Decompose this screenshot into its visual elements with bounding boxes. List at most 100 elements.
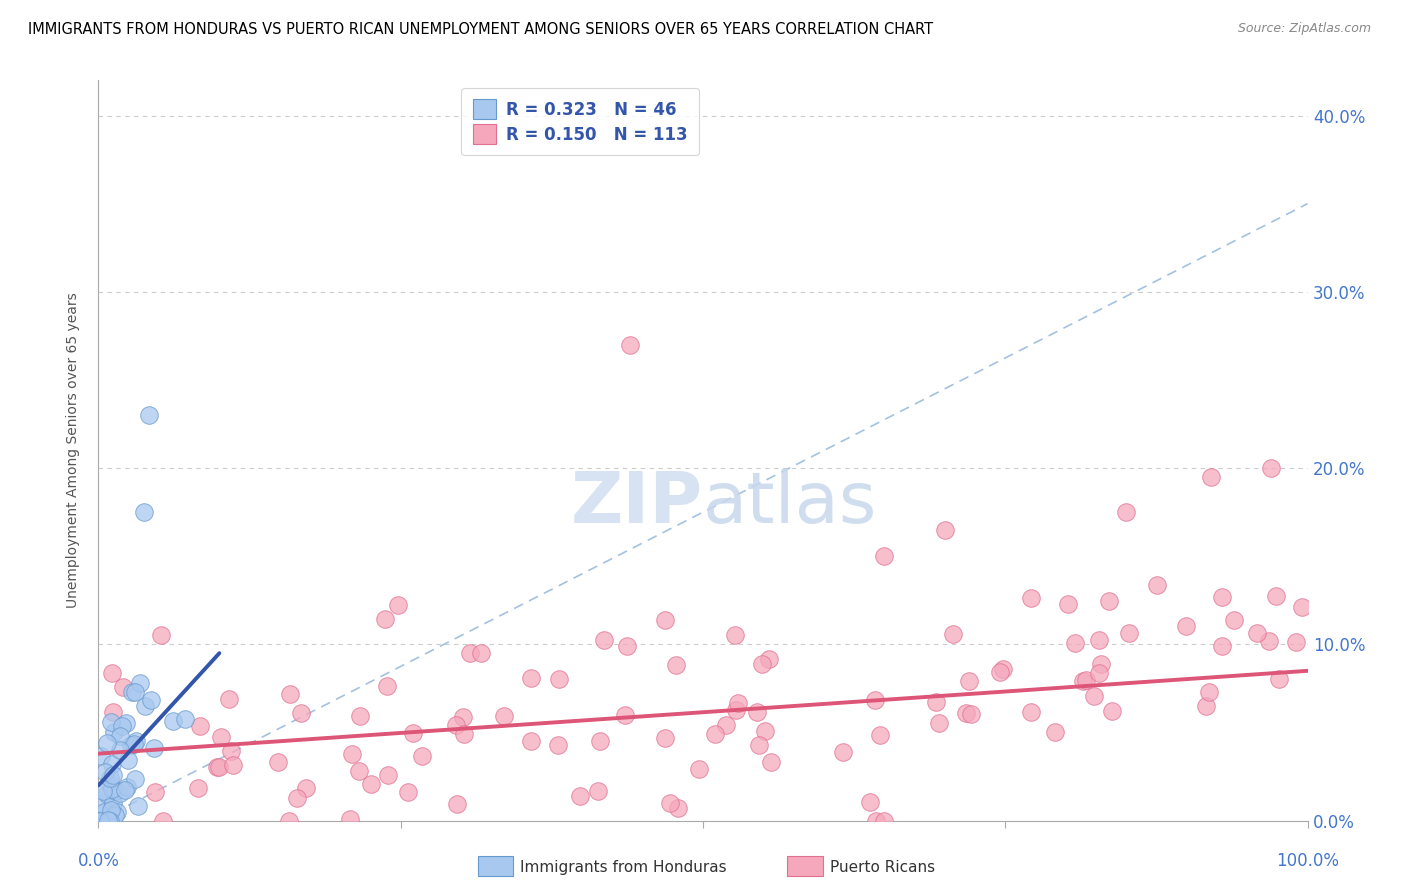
Point (209, 731, 232, 745)
Point (724, 703, 747, 717)
Point (688, 763, 710, 777)
Point (745, 705, 768, 719)
Point (1088, 666, 1111, 681)
Text: atlas: atlas (703, 469, 877, 538)
Point (589, 733, 612, 747)
Point (955, 706, 977, 720)
Point (122, 737, 145, 751)
Point (375, 679, 398, 693)
Point (340, 747, 363, 761)
Point (873, 814, 896, 828)
Point (149, 628, 172, 642)
Point (1146, 578, 1168, 592)
Text: 100.0%: 100.0% (1277, 853, 1339, 871)
Point (221, 743, 243, 757)
Point (1056, 597, 1078, 611)
Point (89, 814, 111, 828)
Point (387, 598, 409, 612)
Point (105, 805, 128, 819)
Point (115, 716, 138, 731)
Text: 0.0%: 0.0% (77, 853, 120, 871)
Point (942, 626, 965, 640)
Point (127, 799, 149, 814)
Point (1268, 673, 1291, 687)
Point (957, 673, 980, 688)
Point (925, 695, 948, 709)
Point (1260, 461, 1282, 475)
Point (451, 710, 474, 724)
Point (162, 714, 184, 729)
Point (654, 731, 676, 746)
Point (349, 709, 371, 723)
Point (1195, 699, 1218, 714)
Point (96, 787, 118, 801)
Point (142, 740, 165, 755)
Point (1098, 594, 1121, 608)
Point (134, 698, 156, 713)
Point (758, 651, 780, 665)
Point (659, 796, 682, 810)
Point (208, 759, 231, 773)
Point (377, 768, 399, 782)
Point (724, 628, 747, 642)
Point (547, 738, 569, 752)
Point (1115, 505, 1137, 519)
Point (97, 813, 120, 827)
Point (101, 796, 124, 810)
Point (869, 728, 891, 742)
Point (1285, 635, 1308, 649)
Text: Puerto Ricans: Puerto Ricans (830, 860, 935, 874)
Point (411, 748, 433, 763)
Point (1211, 591, 1233, 605)
Point (714, 718, 737, 732)
Point (444, 718, 467, 732)
Point (446, 797, 468, 811)
Point (458, 646, 481, 660)
Point (87, 814, 110, 828)
Point (1265, 589, 1288, 603)
Point (1019, 705, 1042, 719)
Point (453, 727, 475, 741)
Point (1198, 685, 1220, 699)
Point (104, 807, 127, 822)
Point (1088, 632, 1111, 647)
Point (1101, 704, 1123, 718)
Point (205, 760, 228, 774)
Point (991, 662, 1014, 676)
Point (616, 639, 638, 653)
Point (928, 716, 950, 731)
Point (117, 753, 139, 767)
Point (91, 796, 114, 810)
Point (520, 734, 543, 748)
Point (114, 783, 136, 797)
Point (1211, 639, 1233, 653)
Point (492, 709, 515, 723)
Point (859, 795, 882, 809)
Point (374, 612, 396, 626)
Point (124, 685, 146, 699)
Point (1083, 689, 1105, 703)
Point (111, 719, 134, 733)
Point (100, 803, 122, 817)
Point (1045, 725, 1067, 739)
Point (1223, 613, 1246, 627)
Point (751, 657, 773, 671)
Point (1071, 674, 1094, 689)
Point (339, 813, 361, 827)
Point (100, 778, 122, 792)
Point (865, 814, 887, 828)
Point (592, 633, 614, 648)
Point (280, 687, 302, 701)
Point (1019, 591, 1042, 605)
Point (120, 739, 142, 753)
Point (285, 791, 308, 805)
Point (1258, 634, 1281, 648)
Point (94, 764, 117, 779)
Text: ZIP: ZIP (571, 469, 703, 538)
Point (218, 692, 240, 706)
Point (222, 757, 245, 772)
Point (173, 712, 195, 726)
Point (1090, 657, 1112, 671)
Point (138, 408, 160, 422)
Point (1174, 619, 1197, 633)
